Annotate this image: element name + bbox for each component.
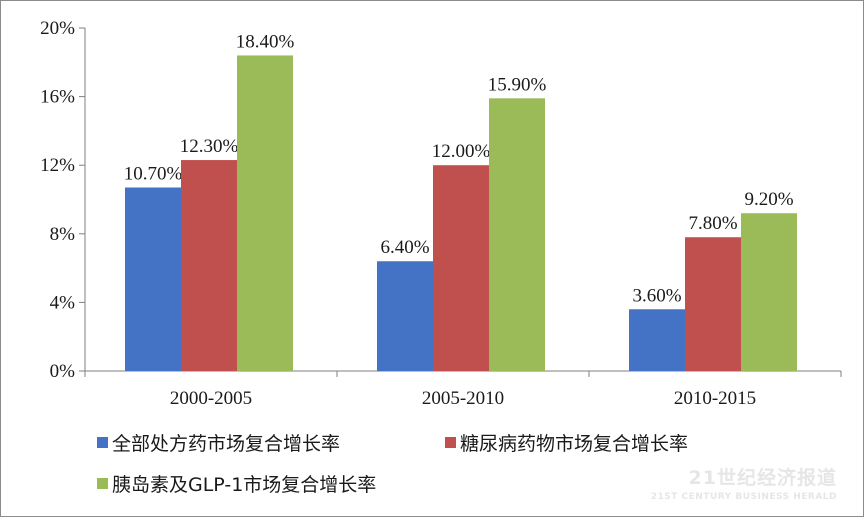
y-tick-label: 16%	[40, 87, 75, 108]
bar	[433, 165, 489, 371]
legend-swatch-all-rx	[97, 437, 108, 448]
bar	[489, 98, 545, 371]
data-label: 9.20%	[744, 189, 793, 210]
bar	[629, 309, 685, 371]
data-label: 15.90%	[488, 74, 547, 95]
bar	[181, 160, 237, 371]
legend-label-all-rx: 全部处方药市场复合增长率	[112, 433, 341, 455]
y-tick-label: 20%	[40, 18, 75, 39]
bar	[237, 55, 293, 371]
data-label: 3.60%	[632, 285, 681, 306]
x-tick-label: 2010-2015	[674, 388, 756, 409]
x-tick-label: 2005-2010	[422, 388, 504, 409]
data-label: 12.30%	[180, 136, 239, 157]
legend-item-all-rx: 全部处方药市场复合增长率	[97, 429, 340, 456]
legend-swatch-diabetes	[445, 437, 456, 448]
bar	[125, 187, 181, 371]
watermark-main: 21世纪经济报道	[688, 467, 837, 489]
data-label: 18.40%	[236, 31, 295, 52]
legend-label-diabetes: 糖尿病药物市场复合增长率	[460, 433, 689, 455]
bar	[741, 213, 797, 371]
data-label: 7.80%	[688, 213, 737, 234]
bar	[377, 261, 433, 371]
legend-item-diabetes: 糖尿病药物市场复合增长率	[445, 429, 688, 456]
watermark-sub: 21ST CENTURY BUSINESS HERALD	[650, 492, 837, 502]
y-tick-label: 0%	[50, 361, 76, 382]
watermark: 21世纪经济报道 21ST CENTURY BUSINESS HERALD	[651, 463, 837, 502]
legend-swatch-insulin-glp1	[97, 478, 108, 489]
y-tick-label: 12%	[40, 155, 75, 176]
y-tick-label: 4%	[50, 292, 76, 313]
legend-item-insulin-glp1: 胰岛素及GLP-1市场复合增长率	[97, 470, 376, 497]
x-tick-label: 2000-2005	[170, 388, 252, 409]
legend-label-insulin-glp1: 胰岛素及GLP-1市场复合增长率	[112, 474, 377, 496]
data-label: 6.40%	[380, 237, 429, 258]
data-label: 12.00%	[432, 141, 491, 162]
bar	[685, 237, 741, 371]
y-tick-label: 8%	[50, 224, 76, 245]
data-label: 10.70%	[124, 163, 183, 184]
